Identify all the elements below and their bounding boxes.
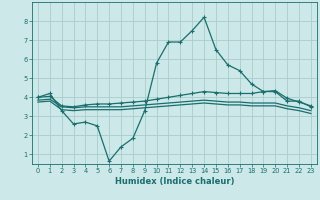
X-axis label: Humidex (Indice chaleur): Humidex (Indice chaleur): [115, 177, 234, 186]
